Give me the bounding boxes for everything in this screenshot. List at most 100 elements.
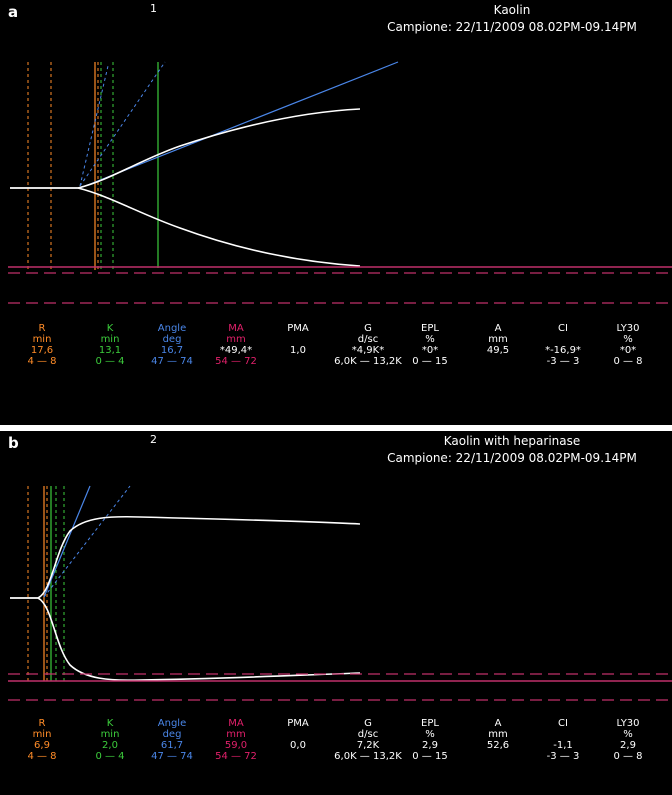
param-value: 13,1 [98,345,122,356]
param-value: *0* [619,345,637,356]
param-unit: % [623,729,633,740]
param-name: K [106,718,114,729]
trace-lower [10,597,361,682]
param-range: 54 — 72 [215,356,257,367]
param-unit: d/sc [357,729,379,740]
teg-tracing-b [8,485,672,701]
param-name: PMA [287,323,309,334]
param-unit: mm [488,334,508,345]
param-unit: % [425,729,435,740]
panel-title: Kaolin with heparinase [443,434,581,448]
param-pma: PMA 0,0 [258,718,338,762]
param-name: LY30 [616,718,640,729]
param-range: -3 — 3 [546,751,580,762]
param-unit: % [425,334,435,345]
param-name: A [494,718,502,729]
param-epl: EPL% *0* 0 — 15 [390,323,470,367]
param-epl: EPL% 2,9 0 — 15 [390,718,470,762]
param-name: MA [228,323,244,334]
param-range: 47 — 74 [151,356,193,367]
param-range: 54 — 72 [215,751,257,762]
param-value: 52,6 [486,740,510,751]
param-range: 6,0K — 13,2K [334,356,402,367]
param-name: PMA [287,718,309,729]
param-value: 59,0 [224,740,248,751]
param-value: 1,0 [290,345,306,356]
param-range: 4 — 8 [27,356,57,367]
param-name: MA [228,718,244,729]
param-range: 4 — 8 [27,751,57,762]
panel-number: 2 [150,433,157,446]
param-angle: Angle deg 16,7 47 — 74 [132,323,212,367]
param-name: G [364,323,372,334]
panel-letter: b [8,434,19,452]
param-name: K [106,323,114,334]
param-unit: deg [162,334,182,345]
param-ma: MA mm *49,4* 54 — 72 [196,323,276,367]
param-value: *-16,9* [545,345,581,356]
panel-title-block: Kaolin with heparinase Campione: 22/11/2… [362,433,662,467]
panel-a: a 1 Kaolin Campione: 22/11/2009 08.02PM-… [0,0,672,425]
param-unit: deg [162,729,182,740]
param-range: 0 — 4 [95,356,125,367]
param-range [258,356,338,367]
param-pma: PMA 1,0 [258,323,338,367]
panel-sample-date: Campione: 22/11/2009 08.02PM-09.14PM [387,20,637,34]
panel-letter: a [8,3,19,21]
param-range: 0 — 8 [613,356,643,367]
panel-b: b 2 Kaolin with heparinase Campione: 22/… [0,431,672,795]
param-unit [258,334,338,345]
angle-normal-line [43,485,131,598]
param-unit: min [100,334,120,345]
param-name: Angle [157,718,187,729]
param-value: 16,7 [160,345,184,356]
param-unit: min [100,729,120,740]
panel-sample-date: Campione: 22/11/2009 08.02PM-09.14PM [387,451,637,465]
param-name: R [38,323,46,334]
param-range: 47 — 74 [151,751,193,762]
param-value: *4,9K* [351,345,385,356]
param-name: G [364,718,372,729]
param-value: -1,1 [553,740,573,751]
trace-upper [10,515,361,599]
param-name: EPL [421,323,439,334]
panel-title: Kaolin [493,3,531,17]
param-unit: mm [488,729,508,740]
param-value: 2,9 [422,740,438,751]
angle-normal-line-1 [79,65,109,187]
param-angle: Angle deg 61,7 47 — 74 [132,718,212,762]
param-value: 6,9 [34,740,50,751]
teg-tracing-a [8,61,672,304]
param-value: *0* [421,345,439,356]
param-name: Angle [157,323,187,334]
param-name: CI [558,323,568,334]
param-name: A [494,323,502,334]
param-range: 6,0K — 13,2K [334,751,402,762]
trace-upper [10,108,361,189]
param-ly30: LY30% 2,9 0 — 8 [588,718,668,762]
angle-normal-line-2 [79,61,166,187]
param-value: 49,5 [486,345,510,356]
param-value: 7,2K [356,740,380,751]
param-unit: min [32,334,52,345]
param-unit: mm [226,729,246,740]
param-ci: CI *-16,9* -3 — 3 [523,323,603,367]
param-value: 61,7 [160,740,184,751]
param-unit [258,729,338,740]
param-value: *49,4* [219,345,253,356]
param-name: LY30 [616,323,640,334]
param-range [258,751,338,762]
angle-line [79,61,399,189]
param-range: -3 — 3 [546,356,580,367]
param-name: EPL [421,718,439,729]
panel-number: 1 [150,2,157,15]
param-value: 17,6 [30,345,54,356]
trace-lower [10,187,361,267]
param-range: 0 — 4 [95,751,125,762]
param-value: 0,0 [290,740,306,751]
